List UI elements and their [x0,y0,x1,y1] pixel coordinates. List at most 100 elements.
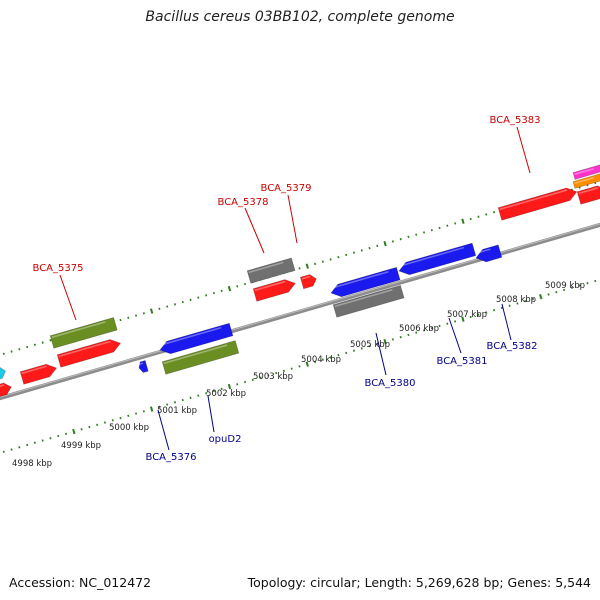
feature-blue-tiny [138,360,149,373]
minor-tick [142,410,145,413]
minor-tick [135,314,138,317]
minor-tick [18,348,21,351]
kbp-label: 5000 kbp [109,423,149,433]
minor-tick [493,211,496,214]
gene-label-bca-5379: BCA_5379 [261,183,312,194]
minor-tick [26,443,29,447]
major-tick [72,428,76,435]
feature-orange [572,172,600,189]
minor-tick [212,291,215,295]
minor-tick [2,352,5,355]
minor-tick [119,416,122,420]
feature-red-edge [0,382,12,399]
minor-tick [49,437,52,440]
minor-tick [181,300,184,304]
minor-tick [251,378,254,382]
minor-tick [41,439,44,442]
feature-olive-a [49,316,118,349]
minor-tick [127,414,130,417]
minor-tick [158,405,161,409]
accession-text: Accession: NC_012472 [9,575,152,590]
minor-tick [10,448,13,451]
minor-tick [64,432,68,435]
minor-tick [197,394,200,397]
minor-tick [220,387,223,391]
minor-tick [578,284,581,287]
inner-scale-track [2,279,597,453]
minor-tick [10,350,13,353]
callout-bca-5380 [375,332,387,376]
minor-tick [173,401,177,404]
gene-label-opud2: opuD2 [209,434,242,445]
kbp-label: 4998 kbp [12,459,52,469]
minor-tick [181,398,184,402]
minor-tick [212,389,215,393]
genome-backbone [0,222,600,401]
minor-tick [508,304,511,307]
minor-tick [345,253,348,257]
feature-red-a [19,363,58,385]
minor-tick [18,446,21,449]
major-tick [305,263,309,269]
minor-tick [469,315,472,319]
major-tick [227,383,232,390]
minor-tick [360,249,363,252]
feature-blue-a [159,322,234,355]
minor-tick [438,324,441,328]
minor-tick [555,291,558,294]
callout-bca-5378 [244,207,265,254]
minor-tick [352,349,356,352]
minor-tick [407,333,410,337]
callouts [59,126,531,451]
kbp-label: 5007 kbp [447,310,487,320]
minor-tick [485,311,488,314]
feature-red-c [252,279,297,302]
callout-bca-5375 [59,274,77,321]
minor-tick [321,358,324,361]
minor-tick [80,428,83,431]
minor-tick [166,403,169,406]
kbp-label: 5008 kbp [496,295,536,305]
minor-tick [422,231,426,234]
minor-tick [205,392,208,395]
minor-tick [314,262,317,266]
minor-tick [360,347,363,350]
minor-tick [337,353,340,357]
minor-tick [376,342,379,346]
callout-bca-5383 [516,126,531,174]
minor-tick [570,286,573,289]
minor-tick [267,374,270,377]
minor-tick [500,306,503,310]
minor-tick [376,244,379,248]
feature-cyan-edge [0,366,6,382]
minor-tick [485,213,488,216]
minor-tick [41,341,44,344]
gene-label-bca-5375: BCA_5375 [33,263,84,274]
minor-tick [189,298,192,302]
minor-tick [477,313,480,316]
minor-tick [103,421,106,424]
callout-opud2 [207,395,215,433]
minor-tick [438,226,441,230]
minor-tick [547,293,550,296]
minor-tick [524,300,527,303]
kbp-label: 4999 kbp [61,441,101,451]
minor-tick [88,425,91,429]
minor-tick [345,351,348,355]
kbp-label: 5004 kbp [301,355,341,365]
gene-label-bca-5376: BCA_5376 [146,452,197,463]
minor-tick [243,282,247,286]
minor-tick [275,371,278,375]
minor-tick [493,309,496,312]
minor-tick [422,329,426,332]
minor-tick [329,258,332,261]
feature-magenta [572,163,600,180]
feature-blue-b [330,266,401,298]
major-tick [461,316,465,322]
gene-label-bca-5381: BCA_5381 [437,356,488,367]
minor-tick [415,233,418,236]
minor-tick [205,294,208,297]
minor-tick [119,318,122,322]
minor-tick [516,302,519,305]
